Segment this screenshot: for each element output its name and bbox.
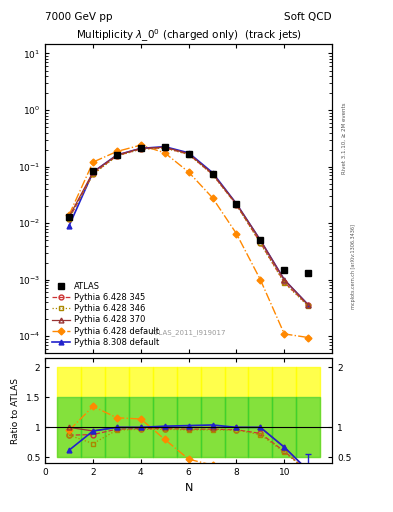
- Legend: ATLAS, Pythia 6.428 345, Pythia 6.428 346, Pythia 6.428 370, Pythia 6.428 defaul: ATLAS, Pythia 6.428 345, Pythia 6.428 34…: [50, 280, 161, 349]
- Text: Rivet 3.1.10, ≥ 2M events: Rivet 3.1.10, ≥ 2M events: [342, 102, 346, 174]
- Text: mcplots.cern.ch [arXiv:1306.3436]: mcplots.cern.ch [arXiv:1306.3436]: [351, 224, 356, 309]
- X-axis label: N: N: [184, 483, 193, 493]
- Text: Soft QCD: Soft QCD: [285, 11, 332, 22]
- Y-axis label: Ratio to ATLAS: Ratio to ATLAS: [11, 378, 20, 444]
- Text: ATLAS_2011_I919017: ATLAS_2011_I919017: [151, 330, 226, 336]
- Text: 7000 GeV pp: 7000 GeV pp: [45, 11, 113, 22]
- Title: Multiplicity $\lambda\_0^0$ (charged only)  (track jets): Multiplicity $\lambda\_0^0$ (charged onl…: [75, 27, 302, 44]
